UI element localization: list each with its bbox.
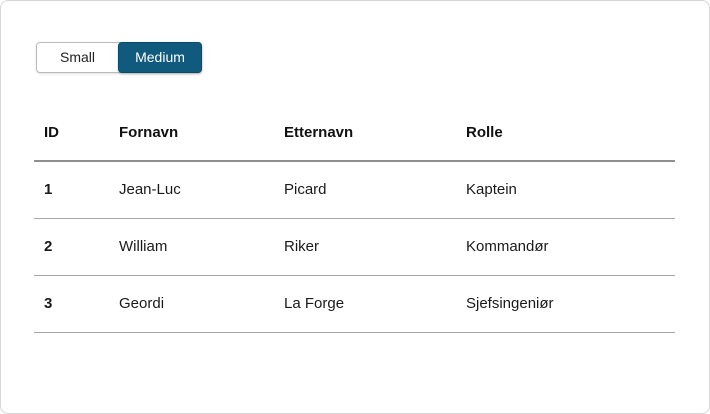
crew-table: ID Fornavn Etternavn Rolle 1 Jean-Luc Pi… xyxy=(34,104,675,333)
cell-rolle: Sjefsingeniør xyxy=(456,275,675,333)
cell-rolle: Kommandør xyxy=(456,218,675,276)
column-header-id: ID xyxy=(34,104,109,162)
cell-fornavn: Jean-Luc xyxy=(109,161,274,219)
table-row: 2 William Riker Kommandør xyxy=(34,218,675,276)
cell-etternavn: La Forge xyxy=(274,275,456,333)
table-row: 1 Jean-Luc Picard Kaptein xyxy=(34,161,675,219)
cell-id: 3 xyxy=(34,275,109,333)
column-header-etternavn: Etternavn xyxy=(274,104,456,162)
table-body: 1 Jean-Luc Picard Kaptein 2 William Rike… xyxy=(34,161,675,333)
table-row: 3 Geordi La Forge Sjefsingeniør xyxy=(34,275,675,333)
cell-etternavn: Riker xyxy=(274,218,456,276)
cell-fornavn: William xyxy=(109,218,274,276)
cell-fornavn: Geordi xyxy=(109,275,274,333)
column-header-rolle: Rolle xyxy=(456,104,675,162)
cell-id: 2 xyxy=(34,218,109,276)
table-header: ID Fornavn Etternavn Rolle xyxy=(34,104,675,162)
cell-rolle: Kaptein xyxy=(456,161,675,219)
cell-etternavn: Picard xyxy=(274,161,456,219)
size-toggle-small[interactable]: Small xyxy=(37,43,118,72)
cell-id: 1 xyxy=(34,161,109,219)
size-toggle-medium[interactable]: Medium xyxy=(118,42,202,73)
column-header-fornavn: Fornavn xyxy=(109,104,274,162)
size-toggle-group: Small Medium xyxy=(36,42,202,73)
